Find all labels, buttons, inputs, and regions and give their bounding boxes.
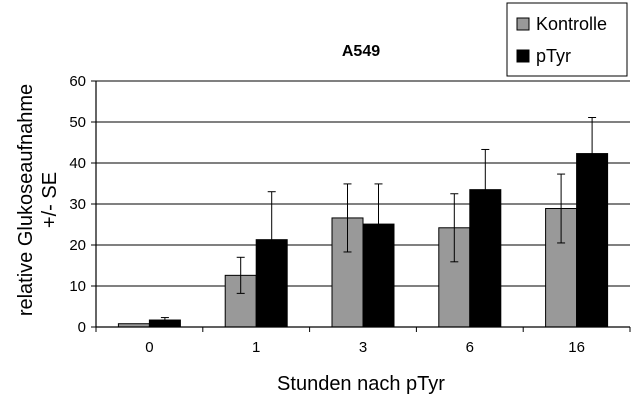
x-tick-label: 16 xyxy=(568,339,585,356)
error-bar-ptyr-3 xyxy=(374,183,383,265)
y-tick-label: 20 xyxy=(69,237,86,254)
error-bar-ptyr-16 xyxy=(588,116,597,191)
y-axis-title-line2: +/- SE xyxy=(39,172,61,228)
error-bar-kontrolle-16 xyxy=(557,173,566,244)
error-bar-ptyr-0 xyxy=(160,317,169,323)
y-tick-label: 60 xyxy=(69,73,86,90)
chart-title: A549 xyxy=(342,43,380,60)
legend: Kontrolle pTyr xyxy=(506,2,628,77)
legend-label-ptyr: pTyr xyxy=(536,46,571,66)
legend-swatch-kontrolle xyxy=(516,17,530,31)
y-tick-labels: 0 10 20 30 40 50 60 xyxy=(69,73,96,336)
error-bar-ptyr-6 xyxy=(481,148,490,231)
y-tick-label: 0 xyxy=(78,319,86,336)
x-tick-label: 6 xyxy=(466,339,474,356)
legend-box xyxy=(506,2,628,77)
error-bar-kontrolle-6 xyxy=(450,193,459,263)
error-bar-kontrolle-3 xyxy=(343,183,352,253)
legend-label-kontrolle: Kontrolle xyxy=(536,14,607,34)
legend-swatch-ptyr xyxy=(516,49,530,63)
error-bar-kontrolle-1 xyxy=(236,256,245,294)
error-bars xyxy=(160,116,597,323)
y-tick-label: 30 xyxy=(69,196,86,213)
x-axis-title: Stunden nach pTyr xyxy=(277,373,445,395)
error-bar-ptyr-1 xyxy=(267,191,276,289)
y-tick-label: 10 xyxy=(69,278,86,295)
x-tick-labels: 0 1 3 6 16 xyxy=(95,327,631,356)
y-axis-title-line1: relative Glukoseaufnahme xyxy=(15,84,37,316)
y-tick-label: 40 xyxy=(69,155,86,172)
x-tick-label: 1 xyxy=(252,339,260,356)
gridlines xyxy=(96,80,630,287)
bars xyxy=(117,153,609,328)
y-tick-label: 50 xyxy=(69,114,86,131)
x-tick-label: 0 xyxy=(145,339,153,356)
x-tick-label: 3 xyxy=(359,339,367,356)
